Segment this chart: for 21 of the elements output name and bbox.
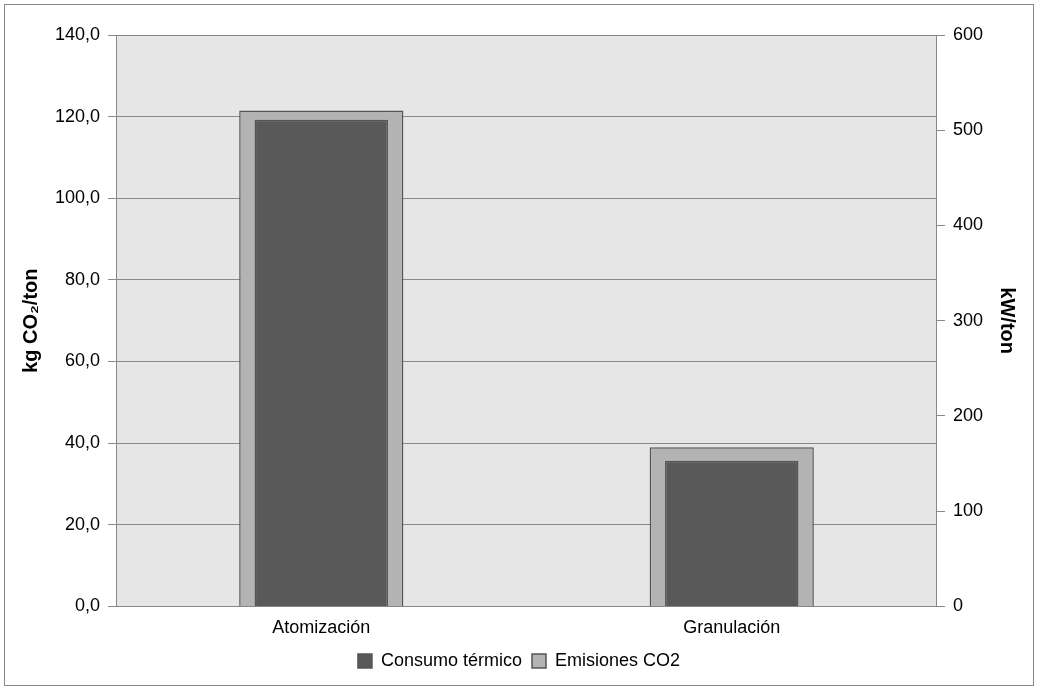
y2-tick-label: 100 — [952, 500, 984, 521]
y-tick-label: 0,0 — [75, 595, 101, 616]
y2-tick-label: 600 — [952, 23, 984, 44]
y-tick-label: 40,0 — [65, 432, 101, 453]
y-tick-label: 100,0 — [55, 187, 101, 208]
y2-tick-label: 300 — [952, 309, 984, 330]
y2-tick-label: 0 — [952, 595, 963, 616]
y2-tick-label: 500 — [952, 119, 984, 140]
y-tick-label: 120,0 — [55, 105, 101, 126]
y-axis-title: kg CO₂/ton — [18, 268, 41, 373]
y-tick-label: 80,0 — [65, 268, 101, 289]
y-tick-label: 60,0 — [65, 350, 101, 371]
x-tick-label: Granulación — [683, 617, 781, 638]
legend-label: Emisiones CO2 — [555, 649, 681, 670]
y-tick-label: 140,0 — [55, 23, 101, 44]
y2-tick-label: 200 — [952, 404, 984, 425]
y-tick-label: 20,0 — [65, 513, 101, 534]
y2-axis-title: kW/ton — [997, 287, 1020, 355]
x-tick-label: Atomización — [272, 617, 371, 638]
y2-tick-label: 400 — [952, 214, 984, 235]
legend-label: Consumo térmico — [380, 649, 522, 670]
